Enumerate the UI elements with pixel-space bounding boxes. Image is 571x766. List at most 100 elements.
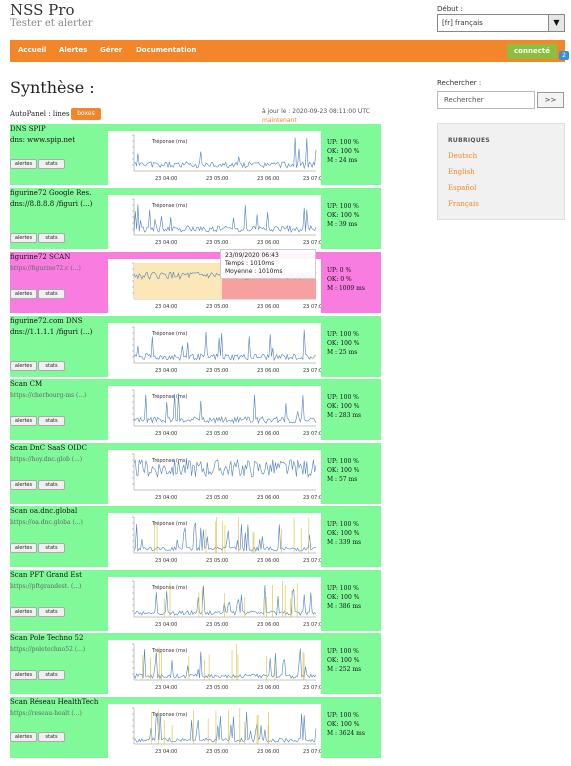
alertes-button[interactable]: alertes xyxy=(10,361,37,371)
stats-button[interactable]: stats xyxy=(38,289,65,299)
service-row: Scan CM https://cherbourg-ms (...) alertes… xyxy=(10,379,381,440)
rubrique-link-english[interactable]: English xyxy=(448,168,475,176)
nav-alertes[interactable]: Alertes xyxy=(59,46,88,54)
nav-gerer[interactable]: Gérer xyxy=(100,46,123,54)
service-address: https://reseau-healt (...) xyxy=(10,710,82,717)
rubrique-link-deutsch[interactable]: Deutsch xyxy=(448,152,478,160)
nav-accueil[interactable]: Accueil xyxy=(18,46,47,54)
alertes-button[interactable]: alertes xyxy=(10,480,37,490)
service-buttons: alertes stats xyxy=(10,352,66,371)
alertes-button[interactable]: alertes xyxy=(10,670,37,680)
stats-button[interactable]: stats xyxy=(38,543,65,553)
search-input[interactable]: Rechercher xyxy=(437,91,535,109)
service-stats: UP: 100 % OK: 100 % M : 339 ms xyxy=(327,520,361,547)
x-tick-label: 23 07:00 xyxy=(303,176,321,182)
chart-svg: Tréponse (ms) 23 04:00 23 05:00 23 06:00 23 … xyxy=(132,389,321,437)
page-title: Synthèse : xyxy=(10,78,95,97)
stat-m: M : 339 ms xyxy=(327,539,362,546)
alertes-button[interactable]: alertes xyxy=(10,233,37,243)
service-buttons: alertes stats xyxy=(10,407,66,426)
service-name[interactable]: DNS SPIP dns: www.spip.net xyxy=(10,124,108,146)
service-name[interactable]: figurine72 Google Res. dns://8.8.8.8 /fig… xyxy=(10,188,108,210)
service-name[interactable]: Scan DnC SaaS OIDC https://hoy.dnc.glob (… xyxy=(10,443,108,465)
stat-ok: OK: 0 % xyxy=(327,276,352,283)
tooltip-temps: Temps : 1010ms xyxy=(225,260,275,267)
stat-up: UP: 100 % xyxy=(327,331,359,338)
stats-button[interactable]: stats xyxy=(38,480,65,490)
stats-button[interactable]: stats xyxy=(38,670,65,680)
x-tick-label: 23 06:00 xyxy=(257,558,279,564)
service-stats: UP: 100 % OK: 100 % M : 39 ms xyxy=(327,202,359,229)
stats-button[interactable]: stats xyxy=(38,732,65,742)
service-buttons: alertes stats xyxy=(10,723,66,742)
service-name[interactable]: Scan Pole Techno 52 https://poletechno52 … xyxy=(10,633,108,655)
rubrique-link-francais[interactable]: Français xyxy=(448,200,479,208)
stat-ok: OK: 100 % xyxy=(327,657,360,664)
stats-button[interactable]: stats xyxy=(38,233,65,243)
stat-m: M : 25 ms xyxy=(327,349,358,356)
chart-svg: Tréponse (ms) 23 04:00 23 05:00 23 06:00 23 … xyxy=(132,198,321,246)
series-label: Tréponse (ms) xyxy=(151,138,187,145)
stats-button[interactable]: stats xyxy=(38,416,65,426)
service-name[interactable]: figurine72.com DNS dns://1.1.1.1 /figuri … xyxy=(10,316,108,338)
language-select[interactable]: [fr] français ▼ xyxy=(437,14,565,32)
service-address: dns: www.spip.net xyxy=(10,136,76,144)
stats-button[interactable]: stats xyxy=(38,159,65,169)
alertes-button[interactable]: alertes xyxy=(10,416,37,426)
x-tick-label: 23 07:00 xyxy=(303,304,321,310)
nav-documentation[interactable]: Documentation xyxy=(136,46,197,54)
x-tick-label: 23 04:00 xyxy=(155,304,177,310)
service-title: Scan oa.dnc.global xyxy=(10,507,78,515)
update-now-link[interactable]: maintenant xyxy=(262,117,297,124)
alertes-button[interactable]: alertes xyxy=(10,607,37,617)
alertes-button[interactable]: alertes xyxy=(10,732,37,742)
service-name[interactable]: figurine72 SCAN https://figurine72.c (...… xyxy=(10,252,108,274)
service-buttons: alertes stats xyxy=(10,471,66,490)
alertes-button[interactable]: alertes xyxy=(10,289,37,299)
service-stats: UP: 100 % OK: 100 % M : 24 ms xyxy=(327,138,359,165)
stats-button[interactable]: stats xyxy=(38,361,65,371)
service-row: figurine72 Google Res. dns://8.8.8.8 /fig… xyxy=(10,188,381,249)
stat-ok: OK: 100 % xyxy=(327,148,360,155)
chart-svg: Tréponse (ms) 23 04:00 23 05:00 23 06:00 23 … xyxy=(132,580,321,628)
stat-up: UP: 100 % xyxy=(327,712,359,719)
service-row: figurine72 SCAN https://figurine72.c (...… xyxy=(10,252,381,313)
alertes-button[interactable]: alertes xyxy=(10,543,37,553)
service-title: figurine72 SCAN xyxy=(10,253,71,261)
stat-ok: OK: 100 % xyxy=(327,340,360,347)
service-name[interactable]: Scan PFT Grand Est https://pftgrandest. (… xyxy=(10,570,108,592)
search-submit-button[interactable]: >> xyxy=(537,92,564,108)
response-time-chart: Tréponse (ms) 23 04:00 23 05:00 23 06:00 23 … xyxy=(108,577,321,631)
chevron-down-icon[interactable]: ▼ xyxy=(548,15,564,31)
site-title[interactable]: NSS Pro xyxy=(10,1,75,19)
stat-m: M : 39 ms xyxy=(327,221,358,228)
response-time-chart: Tréponse (ms) 23 04:00 23 05:00 23 06:00 23 … xyxy=(108,513,321,567)
service-name[interactable]: Scan oa.dnc.global https://oa.dnc.globa (… xyxy=(10,506,108,528)
service-name[interactable]: Scan CM https://cherbourg-ms (...) xyxy=(10,379,108,401)
x-tick-label: 23 05:00 xyxy=(206,749,228,755)
stat-up: UP: 100 % xyxy=(327,394,359,401)
x-tick-label: 23 04:00 xyxy=(155,622,177,628)
notification-badge[interactable]: 2 xyxy=(559,51,569,60)
service-name[interactable]: Scan Réseau HealthTech https://reseau-hea… xyxy=(10,697,108,719)
x-tick-label: 23 04:00 xyxy=(155,749,177,755)
stat-m: M : 283 ms xyxy=(327,412,362,419)
connected-button[interactable]: connecté xyxy=(507,44,557,59)
x-tick-label: 23 04:00 xyxy=(155,685,177,691)
service-buttons: alertes stats xyxy=(10,661,66,680)
service-row: Scan PFT Grand Est https://pftgrandest. (… xyxy=(10,570,381,631)
x-tick-label: 23 04:00 xyxy=(155,176,177,182)
service-buttons: alertes stats xyxy=(10,534,66,553)
service-buttons: alertes stats xyxy=(10,598,66,617)
rubrique-link-espanol[interactable]: Español xyxy=(448,184,477,192)
service-stats: UP: 0 % OK: 0 % M : 1009 ms xyxy=(327,266,365,293)
stat-m: M : 386 ms xyxy=(327,603,362,610)
service-address: https://cherbourg-ms (...) xyxy=(10,392,87,399)
stat-ok: OK: 100 % xyxy=(327,594,360,601)
service-row: figurine72.com DNS dns://1.1.1.1 /figuri … xyxy=(10,316,381,377)
series-label: Tréponse (ms) xyxy=(151,520,187,527)
service-row: Scan Réseau HealthTech https://reseau-hea… xyxy=(10,697,381,758)
stats-button[interactable]: stats xyxy=(38,607,65,617)
boxes-button[interactable]: boxes xyxy=(71,108,101,120)
alertes-button[interactable]: alertes xyxy=(10,159,37,169)
